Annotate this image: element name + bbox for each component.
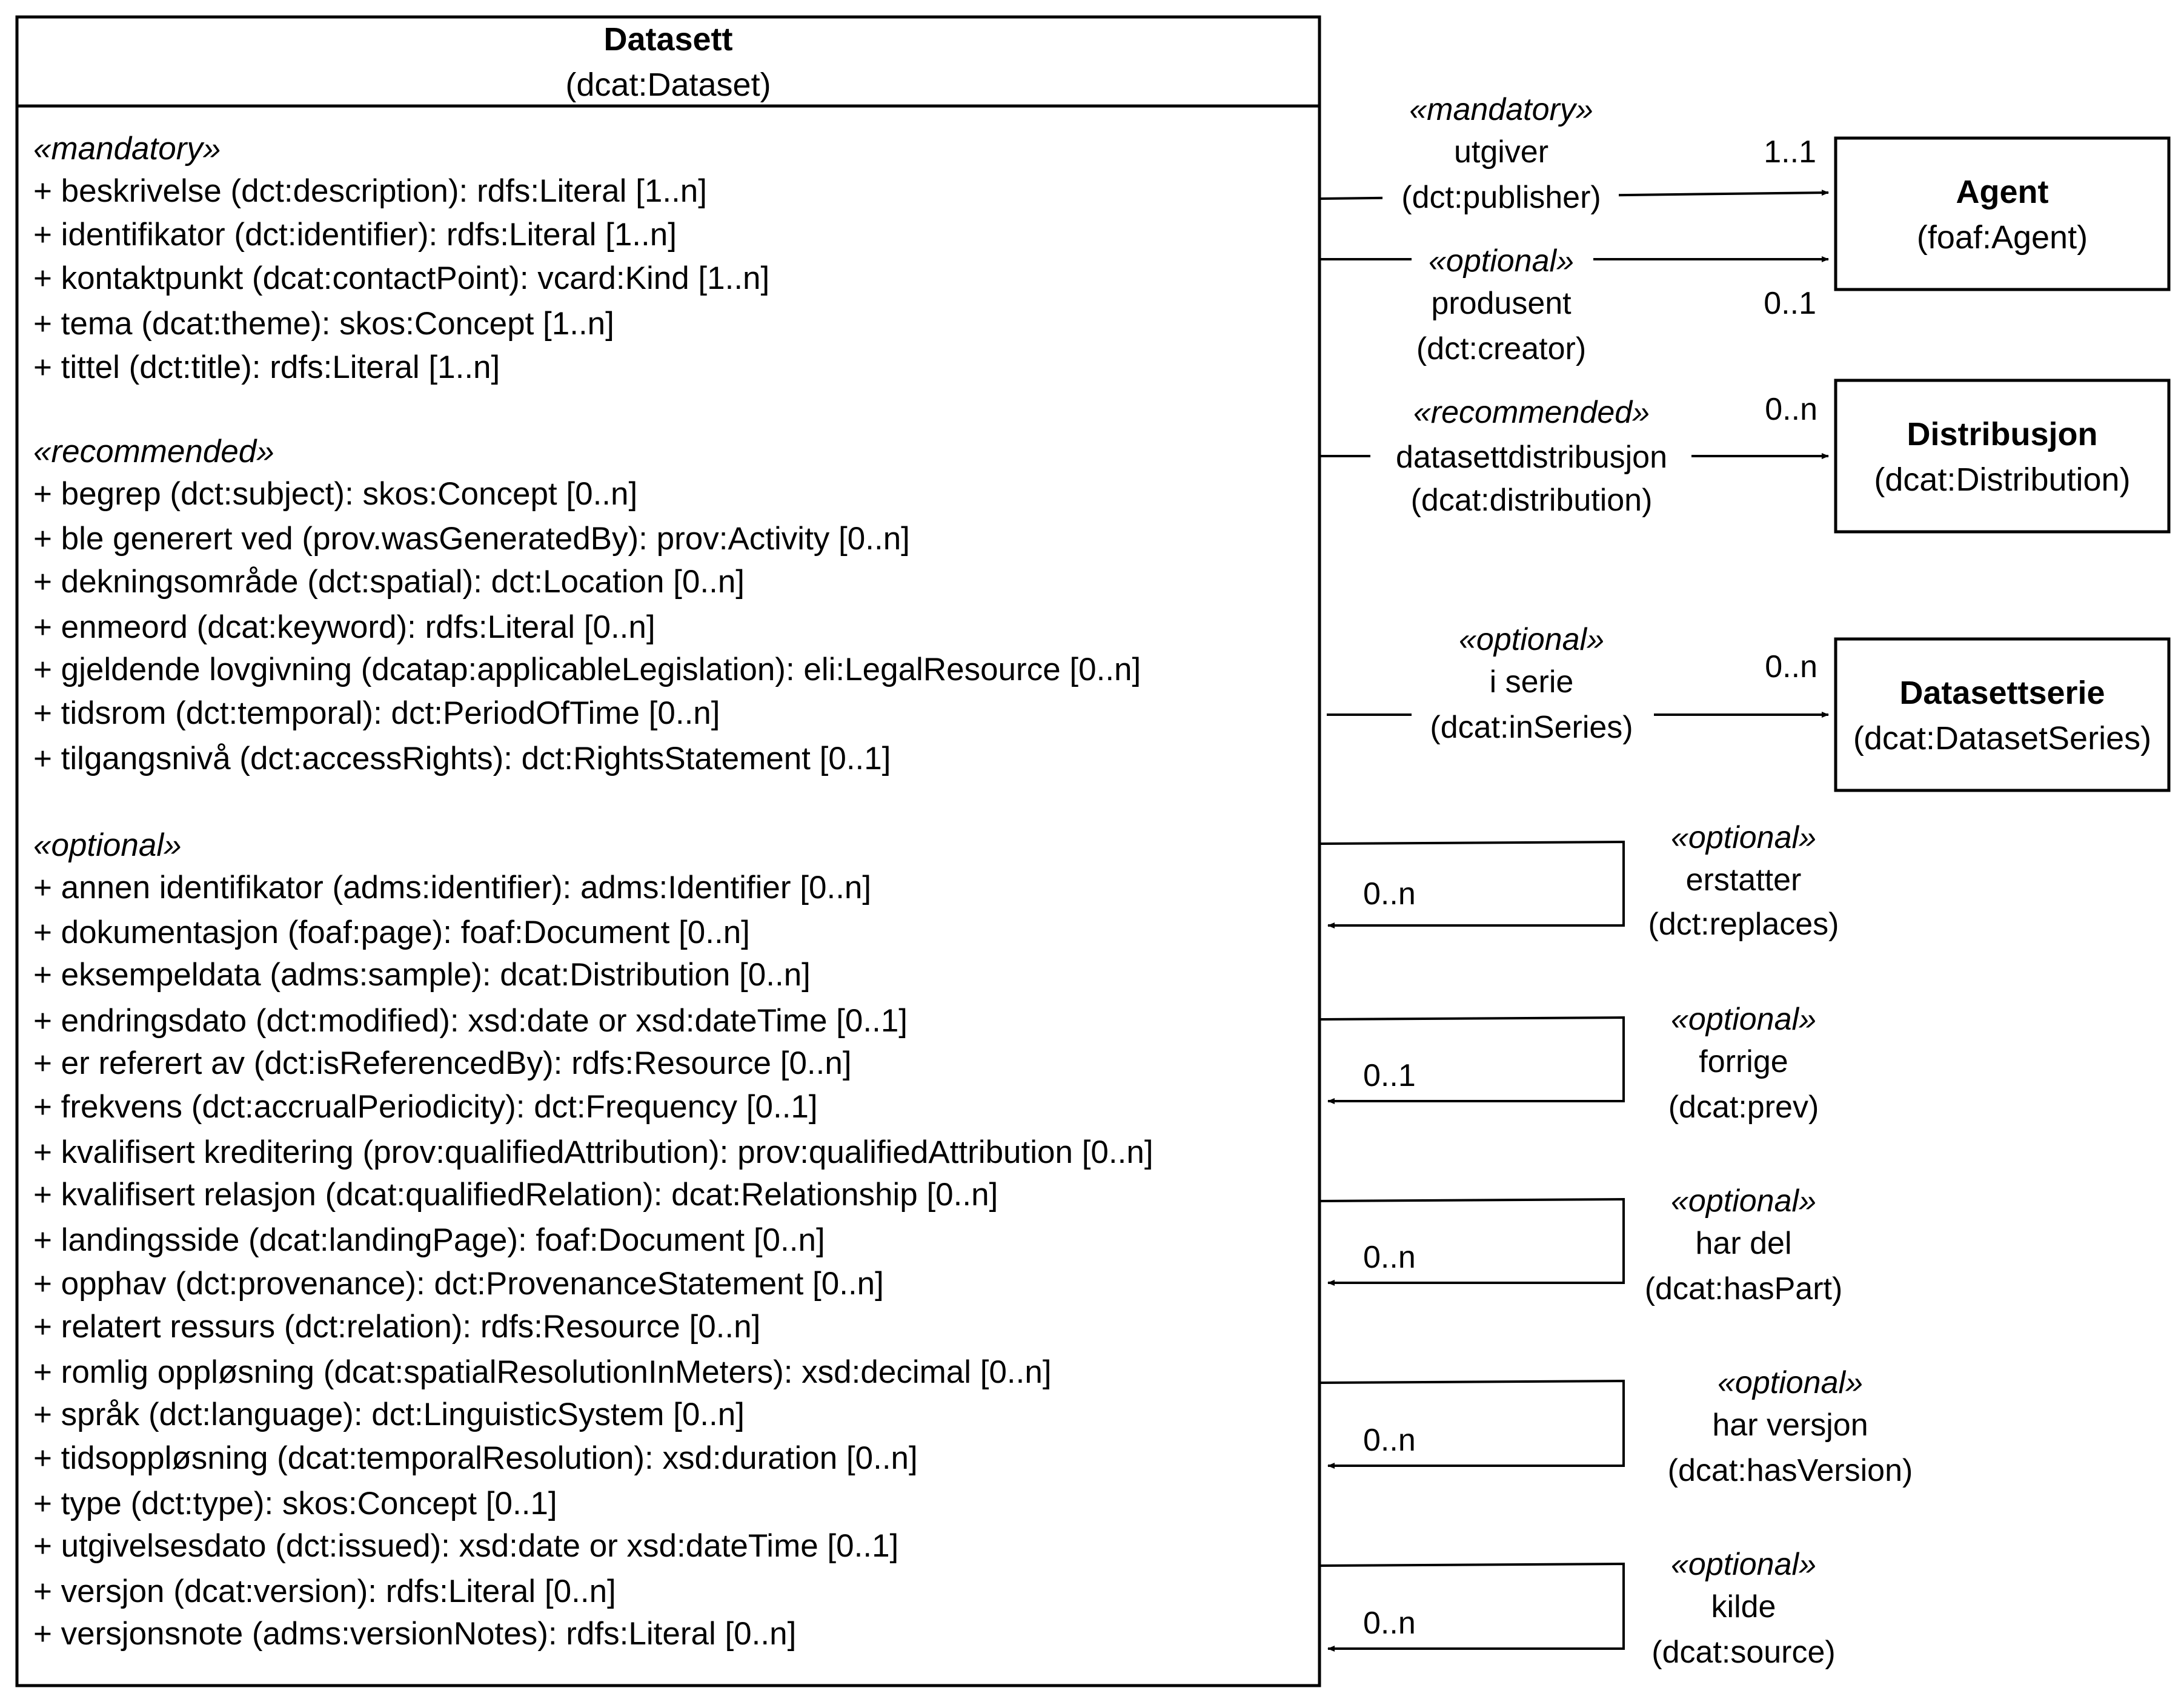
class-name-datasett: Datasett: [603, 21, 732, 58]
attribute-row: + utgivelsesdato (dct:issued): xsd:date …: [33, 1528, 898, 1564]
association-distribution[interactable]: «recommended» datasettdistribusjon (dcat…: [1321, 392, 1829, 518]
self-association-prev[interactable]: 0..1 «optional» forrige (dcat:prev): [1320, 1002, 1819, 1125]
association-uri: (dcat:hasVersion): [1668, 1453, 1913, 1488]
attribute-row: + identifikator (dct:identifier): rdfs:L…: [33, 217, 677, 253]
association-stereotype: «optional»: [1718, 1365, 1863, 1400]
association-name: har del: [1696, 1226, 1792, 1261]
class-agent[interactable]: Agent (foaf:Agent): [1834, 136, 2171, 291]
attribute-row: + kontaktpunkt (dcat:contactPoint): vcar…: [33, 260, 769, 296]
association-uri: (dct:replaces): [1648, 907, 1839, 942]
class-datasett[interactable]: Datasett (dcat:Dataset) «mandatory» + be…: [15, 15, 1321, 1687]
association-uri: (dcat:inSeries): [1430, 710, 1633, 745]
class-uri-datasett: (dcat:Dataset): [565, 67, 771, 103]
association-name: i serie: [1490, 664, 1574, 700]
attribute-row: + landingsside (dcat:landingPage): foaf:…: [33, 1222, 825, 1258]
association-publisher[interactable]: «mandatory» utgiver (dct:publisher) 1..1: [1320, 92, 1829, 217]
class-uri-datasettserie: (dcat:DatasetSeries): [1853, 720, 2151, 756]
attribute-row: + ble generert ved (prov.wasGeneratedBy)…: [33, 521, 910, 557]
association-stereotype: «recommended»: [1413, 395, 1650, 430]
association-line: [1320, 1197, 1625, 1286]
association-name: kilde: [1711, 1589, 1776, 1624]
attribute-row: + tittel (dct:title): rdfs:Literal [1..n…: [33, 349, 500, 385]
attribute-row: + tema (dcat:theme): skos:Concept [1..n]: [33, 306, 614, 342]
attribute-row: + tidsoppløsning (dcat:temporalResolutio…: [33, 1440, 918, 1476]
section-stereotype-mandatory: «mandatory»: [33, 131, 221, 167]
self-association-has-part[interactable]: 0..n «optional» har del (dcat:hasPart): [1320, 1183, 1843, 1306]
attribute-row: + språk (dct:language): dct:LinguisticSy…: [33, 1397, 745, 1432]
attribute-row: + versjonsnote (adms:versionNotes): rdfs…: [33, 1616, 796, 1652]
attribute-row: + kvalifisert kreditering (prov:qualifie…: [33, 1134, 1153, 1170]
association-multiplicity: 0..n: [1363, 1240, 1416, 1275]
attribute-row: + kvalifisert relasjon (dcat:qualifiedRe…: [33, 1177, 998, 1213]
attribute-row: + dokumentasjon (foaf:page): foaf:Docume…: [33, 915, 750, 950]
attribute-row: + begrep (dct:subject): skos:Concept [0.…: [33, 476, 637, 512]
association-name: datasettdistribusjon: [1396, 440, 1667, 475]
attribute-row: + beskrivelse (dct:description): rdfs:Li…: [33, 173, 707, 209]
association-line: [1320, 1379, 1625, 1469]
attribute-row: + tilgangsnivå (dct:accessRights): dct:R…: [33, 741, 891, 776]
association-multiplicity: 0..1: [1764, 286, 1816, 321]
association-stereotype: «optional»: [1671, 820, 1816, 855]
class-uri-agent: (foaf:Agent): [1917, 219, 2088, 256]
class-uri-distribusjon: (dcat:Distribution): [1874, 462, 2130, 498]
attribute-row: + enmeord (dcat:keyword): rdfs:Literal […: [33, 609, 656, 645]
association-multiplicity: 0..n: [1765, 649, 1817, 684]
association-stereotype: «optional»: [1671, 1002, 1816, 1037]
association-multiplicity: 0..n: [1363, 1606, 1416, 1641]
attribute-row: + gjeldende lovgivning (dcatap:applicabl…: [33, 652, 1141, 687]
section-stereotype-recommended: «recommended»: [33, 434, 274, 469]
attribute-row: + frekvens (dct:accrualPeriodicity): dct…: [33, 1089, 818, 1125]
class-distribusjon[interactable]: Distribusjon (dcat:Distribution): [1834, 379, 2171, 534]
attribute-row: + opphav (dct:provenance): dct:Provenanc…: [33, 1266, 884, 1302]
section-stereotype-optional: «optional»: [33, 827, 182, 863]
attribute-row: + er referert av (dct:isReferencedBy): r…: [33, 1045, 852, 1081]
association-creator[interactable]: «optional» produsent (dct:creator) 0..1: [1321, 240, 1829, 366]
association-stereotype: «optional»: [1671, 1547, 1816, 1582]
association-stereotype: «optional»: [1671, 1183, 1816, 1219]
class-name-agent: Agent: [1956, 174, 2049, 210]
association-multiplicity: 0..n: [1363, 876, 1416, 912]
association-name: produsent: [1431, 286, 1572, 321]
attribute-row: + endringsdato (dct:modified): xsd:date …: [33, 1003, 908, 1039]
association-line: [1320, 1562, 1625, 1652]
association-name: erstatter: [1686, 862, 1802, 898]
class-name-datasettserie: Datasettserie: [1899, 675, 2105, 711]
association-name: utgiver: [1454, 134, 1548, 170]
association-stereotype: «optional»: [1459, 622, 1604, 657]
attribute-row: + relatert ressurs (dct:relation): rdfs:…: [33, 1309, 760, 1345]
attribute-row: + romlig oppløsning (dcat:spatialResolut…: [33, 1354, 1052, 1390]
association-uri: (dct:publisher): [1401, 180, 1601, 215]
attribute-row: + dekningsområde (dct:spatial): dct:Loca…: [33, 564, 745, 600]
association-uri: (dcat:hasPart): [1645, 1271, 1843, 1306]
attribute-row: + annen identifikator (adms:identifier):…: [33, 870, 871, 905]
association-multiplicity: 0..1: [1363, 1058, 1416, 1093]
class-name-distribusjon: Distribusjon: [1907, 416, 2097, 452]
attribute-row: + tidsrom (dct:temporal): dct:PeriodOfTi…: [33, 695, 720, 731]
association-stereotype: «mandatory»: [1409, 92, 1593, 127]
association-name: forrige: [1699, 1044, 1788, 1079]
self-association-replaces[interactable]: 0..n «optional» erstatter (dct:replaces): [1320, 820, 1839, 942]
association-uri: (dcat:source): [1651, 1635, 1835, 1670]
attribute-row: + versjon (dcat:version): rdfs:Literal […: [33, 1574, 616, 1609]
self-association-source[interactable]: 0..n «optional» kilde (dcat:source): [1320, 1547, 1836, 1670]
association-multiplicity: 0..n: [1363, 1423, 1416, 1458]
association-uri: (dcat:distribution): [1411, 483, 1653, 518]
class-datasettserie[interactable]: Datasettserie (dcat:DatasetSeries): [1834, 637, 2171, 792]
association-line: [1320, 840, 1625, 928]
self-association-has-version[interactable]: 0..n «optional» har versjon (dcat:hasVer…: [1320, 1365, 1913, 1488]
association-multiplicity: 0..n: [1765, 392, 1817, 427]
association-uri: (dcat:prev): [1668, 1090, 1819, 1125]
association-uri: (dct:creator): [1416, 331, 1586, 366]
attribute-row: + type (dct:type): skos:Concept [0..1]: [33, 1486, 557, 1521]
association-line: [1320, 1016, 1625, 1104]
association-multiplicity: 1..1: [1764, 134, 1816, 170]
association-in-series[interactable]: «optional» i serie (dcat:inSeries) 0..n: [1327, 622, 1829, 745]
attribute-row: + eksempeldata (adms:sample): dcat:Distr…: [33, 957, 811, 993]
association-stereotype: «optional»: [1429, 243, 1574, 279]
association-name: har versjon: [1712, 1408, 1868, 1443]
